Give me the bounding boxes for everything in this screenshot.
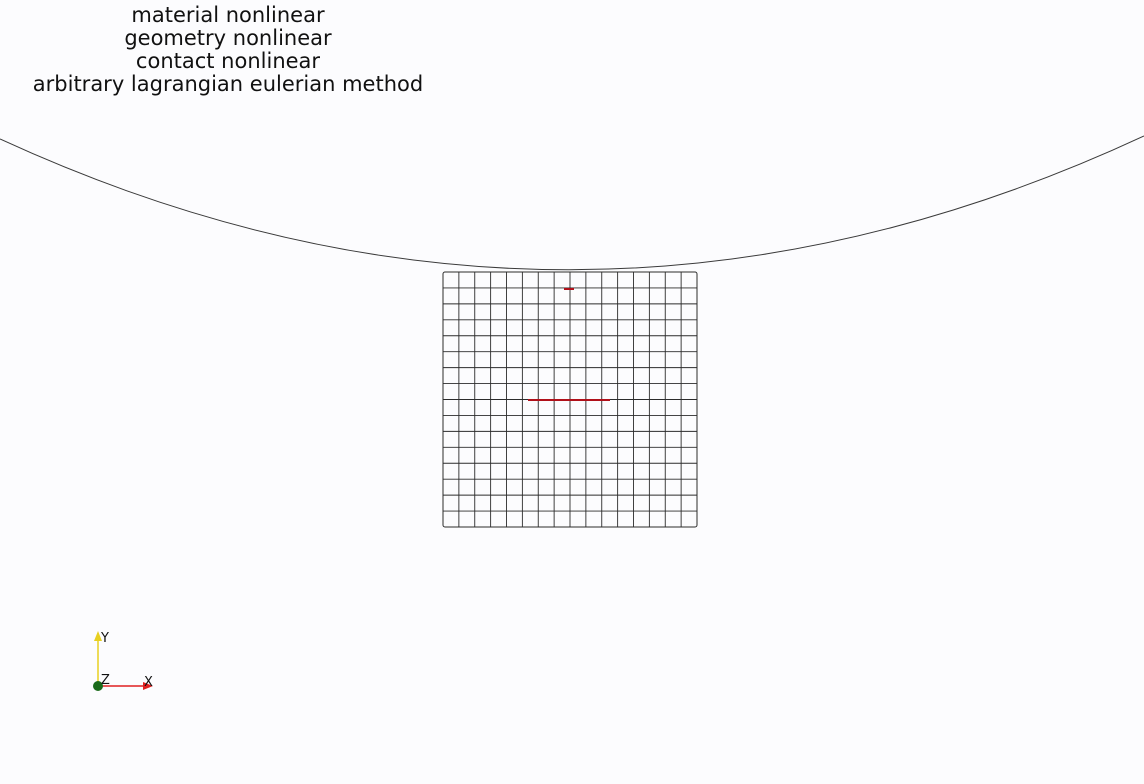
title-line-contact: contact nonlinear bbox=[135, 49, 321, 73]
z-axis-dot-icon bbox=[93, 681, 103, 691]
y-axis-arrow-icon bbox=[94, 631, 102, 641]
rigid-contact-surface bbox=[0, 135, 1144, 271]
title-line-material: material nonlinear bbox=[131, 3, 325, 27]
orientation-axes[interactable]: Y Z X bbox=[93, 631, 153, 691]
x-axis-label: X bbox=[144, 675, 153, 690]
annotation-text-block: material nonlinear geometry nonlinear co… bbox=[0, 4, 456, 96]
y-axis-label: Y bbox=[100, 631, 109, 646]
title-line-ale: arbitrary lagrangian eulerian method bbox=[32, 72, 424, 96]
mesh-highlights bbox=[528, 288, 610, 401]
x-axis-arrow-icon bbox=[143, 682, 153, 690]
title-line-geometry: geometry nonlinear bbox=[124, 26, 332, 50]
z-axis-label: Z bbox=[101, 673, 110, 688]
